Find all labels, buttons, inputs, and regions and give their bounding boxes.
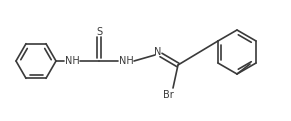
Text: N: N bbox=[154, 47, 162, 57]
Text: Br: Br bbox=[163, 90, 173, 100]
Text: NH: NH bbox=[65, 56, 79, 66]
Text: S: S bbox=[96, 27, 102, 37]
Text: NH: NH bbox=[119, 56, 133, 66]
